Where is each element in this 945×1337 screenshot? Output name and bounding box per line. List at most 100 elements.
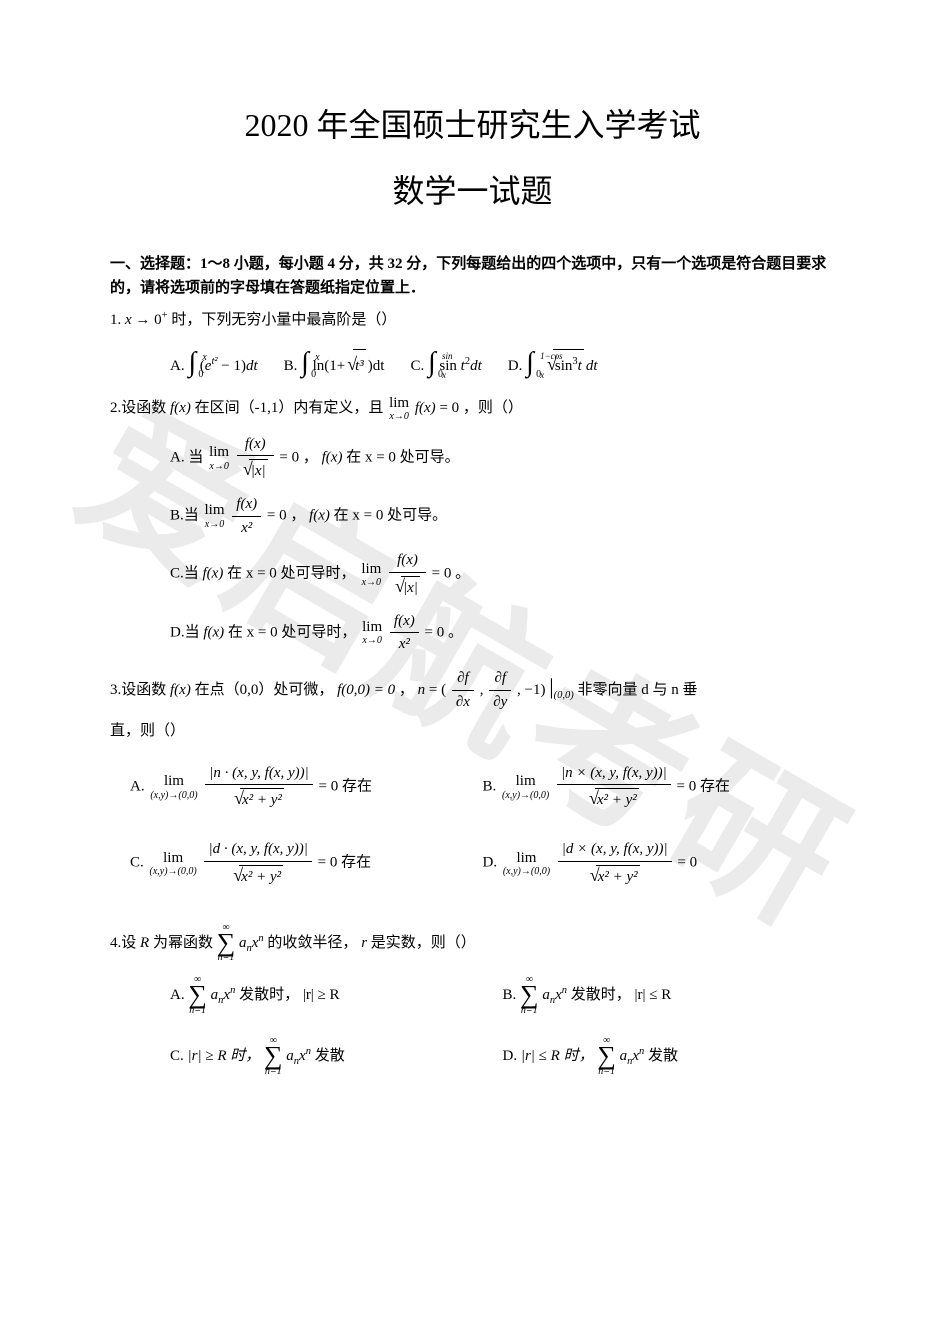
q2d-sub: x→0 [362, 635, 382, 646]
q4-opt-a: A. ∞∑n=1 anxn 发散时， |r| ≥ R [170, 975, 503, 1016]
q3a-eq: = 0 存在 [319, 778, 372, 794]
q3-fx: f(x) [170, 682, 191, 698]
q2b-sub: x→0 [205, 519, 225, 530]
q2-pre: 2.设函数 [110, 400, 170, 416]
q4c-tail: 发散 [315, 1048, 345, 1064]
q2c-pre: C.当 [170, 566, 203, 582]
q2c-fx: f(x) [203, 566, 224, 582]
q4-options: A. ∞∑n=1 anxn 发散时， |r| ≥ R B. ∞∑n=1 anxn… [110, 975, 835, 1097]
q3-opt-b: B. lim(x,y)→(0,0) |n × (x, y, f(x, y))| … [483, 762, 836, 813]
q2-limsub: x→0 [389, 411, 409, 422]
q4-a: 为幂函数 [153, 935, 217, 951]
q3-nsub: (0,0) [554, 690, 574, 701]
q3c-sub: (x,y)→(0,0) [150, 866, 197, 877]
q2b-eq: = 0 ， [267, 508, 309, 524]
q3b-den: x² + y² [595, 788, 639, 812]
q2d-pre: D.当 [170, 624, 203, 640]
q3c-den: x² + y² [239, 865, 283, 889]
q2d-num: f(x) [390, 610, 419, 634]
q3d-eq: = 0 [677, 855, 697, 871]
q4-pre: 4.设 [110, 935, 140, 951]
q2-options: A. 当 limx→0 f(x)|x| = 0 ， f(x) 在 x = 0 处… [110, 433, 835, 656]
q3d-lbl: D. [483, 855, 498, 871]
q2b-fx: f(x) [309, 508, 330, 524]
q4b-slb: n=1 [520, 1006, 539, 1016]
q2c-sub: x→0 [361, 577, 381, 588]
q4c-pre: |r| ≥ R 时， [188, 1048, 264, 1064]
q1-opt-c: C. ∫0sin x sin t2dt [410, 349, 481, 384]
q3b-num: |n × (x, y, f(x, y))| [557, 762, 671, 786]
q2c-num: f(x) [389, 549, 426, 573]
q3d-sub: (x,y)→(0,0) [503, 866, 550, 877]
q2c-eq: = 0 。 [432, 566, 470, 582]
q3d-den: x² + y² [596, 865, 640, 889]
q4-slb: n=1 [217, 953, 236, 963]
q3-dfx-n: ∂f [452, 667, 474, 691]
q3b-sub: (x,y)→(0,0) [502, 790, 549, 801]
q4d-slb: n=1 [597, 1067, 616, 1077]
q2b-num: f(x) [232, 493, 261, 517]
doc-title: 2020 年全国硕士研究生入学考试 [110, 100, 835, 146]
q3b-eq: = 0 存在 [677, 778, 730, 794]
q4a-lbl: A. [170, 987, 185, 1003]
q3a-lbl: A. [130, 778, 145, 794]
q3b-lbl: B. [483, 778, 497, 794]
q3-c1: ， [399, 682, 418, 698]
q4d-tail: 发散 [648, 1048, 678, 1064]
q2d-fx: f(x) [203, 624, 224, 640]
q3-b: 非零向量 d 与 n 垂 [578, 682, 698, 698]
q2-fx: f(x) [170, 400, 191, 416]
q4c-lbl: C. [170, 1048, 184, 1064]
q4-opt-c: C. |r| ≥ R 时， ∞∑n=1 anxn 发散 [170, 1036, 503, 1077]
q2-mid: 在区间（-1,1）内有定义，且 [195, 400, 388, 416]
q4-c: 是实数，则（） [371, 935, 476, 951]
q4-b: 的收敛半径， [267, 935, 361, 951]
doc-subtitle: 数学一试题 [110, 166, 835, 212]
q3-dfx-d: ∂x [452, 691, 474, 714]
q1-stem: 1. x → 0+ 时，下列无穷小量中最高阶是（） [110, 306, 835, 335]
q1-opt-a: A. ∫0x (et² − 1)dt [170, 349, 258, 384]
q2a-post: 在 x = 0 处可导。 [346, 449, 459, 465]
q1d-tail: dt [586, 358, 598, 374]
q3-f00: f(0,0) = 0 [337, 682, 395, 698]
q3-dfy-n: ∂f [489, 667, 511, 691]
q3c-lbl: C. [130, 855, 144, 871]
q4b-tail: 发散时， |r| ≤ R [571, 987, 672, 1003]
q2d-mid: 在 x = 0 处可导时， [228, 624, 360, 640]
q1b-post: )dt [368, 358, 385, 374]
q4-R: R [140, 935, 149, 951]
q2a-fx: f(x) [322, 449, 343, 465]
q1a-ub: x [202, 347, 206, 369]
q2c-mid: 在 x = 0 处可导时， [227, 566, 359, 582]
q2d-den: x² [390, 633, 419, 656]
q4b-lbl: B. [503, 987, 517, 1003]
q1-options: A. ∫0x (et² − 1)dt B. ∫0x ln(1+t³)dt C. … [110, 345, 835, 385]
q4a-slb: n=1 [188, 1006, 207, 1016]
q2a-den: |x| [249, 459, 268, 483]
q3-options: A. lim(x,y)→(0,0) |n · (x, y, f(x, y))| … [110, 762, 835, 915]
q4c-slb: n=1 [264, 1067, 283, 1077]
q2b-den: x² [232, 517, 261, 540]
q3-a: 在点（0,0）处可微， [195, 682, 338, 698]
q4-r: r [361, 935, 367, 951]
q3-stem2: 直，则（） [110, 717, 835, 746]
q3a-sub: (x,y)→(0,0) [150, 790, 197, 801]
q3-opt-d: D. lim(x,y)→(0,0) |d × (x, y, f(x, y))| … [483, 838, 836, 889]
q3a-den: x² + y² [240, 788, 284, 812]
q3c-eq: = 0 存在 [318, 855, 371, 871]
q3-dfy-d: ∂y [489, 691, 511, 714]
q2-opt-a: A. 当 limx→0 f(x)|x| = 0 ， f(x) 在 x = 0 处… [170, 433, 835, 484]
q1-opt-d: D. ∫01−cos x sin3tdt [508, 345, 598, 385]
q4-stem: 4.设 R 为幂函数 ∞∑n=1 anxn 的收敛半径， r 是实数，则（） [110, 923, 835, 964]
section-intro: 一、选择题：1～8 小题，每小题 4 分，共 32 分，下列每题给出的四个选项中… [110, 252, 835, 300]
q1-text: 时，下列无穷小量中最高阶是（） [171, 312, 396, 328]
q1-prefix: 1. [110, 312, 121, 328]
q1b-ub: x [315, 347, 319, 369]
q4d-pre: |r| ≤ R 时， [521, 1048, 597, 1064]
q3c-num: |d · (x, y, f(x, y))| [204, 838, 311, 862]
q2a-pre: A. 当 [170, 449, 207, 465]
q4-opt-d: D. |r| ≤ R 时， ∞∑n=1 anxn 发散 [503, 1036, 836, 1077]
q2a-eq: = 0 ， [279, 449, 321, 465]
q1-opt-b: B. ∫0x ln(1+t³)dt [284, 345, 385, 385]
q1c-ub: sin x [442, 347, 453, 387]
